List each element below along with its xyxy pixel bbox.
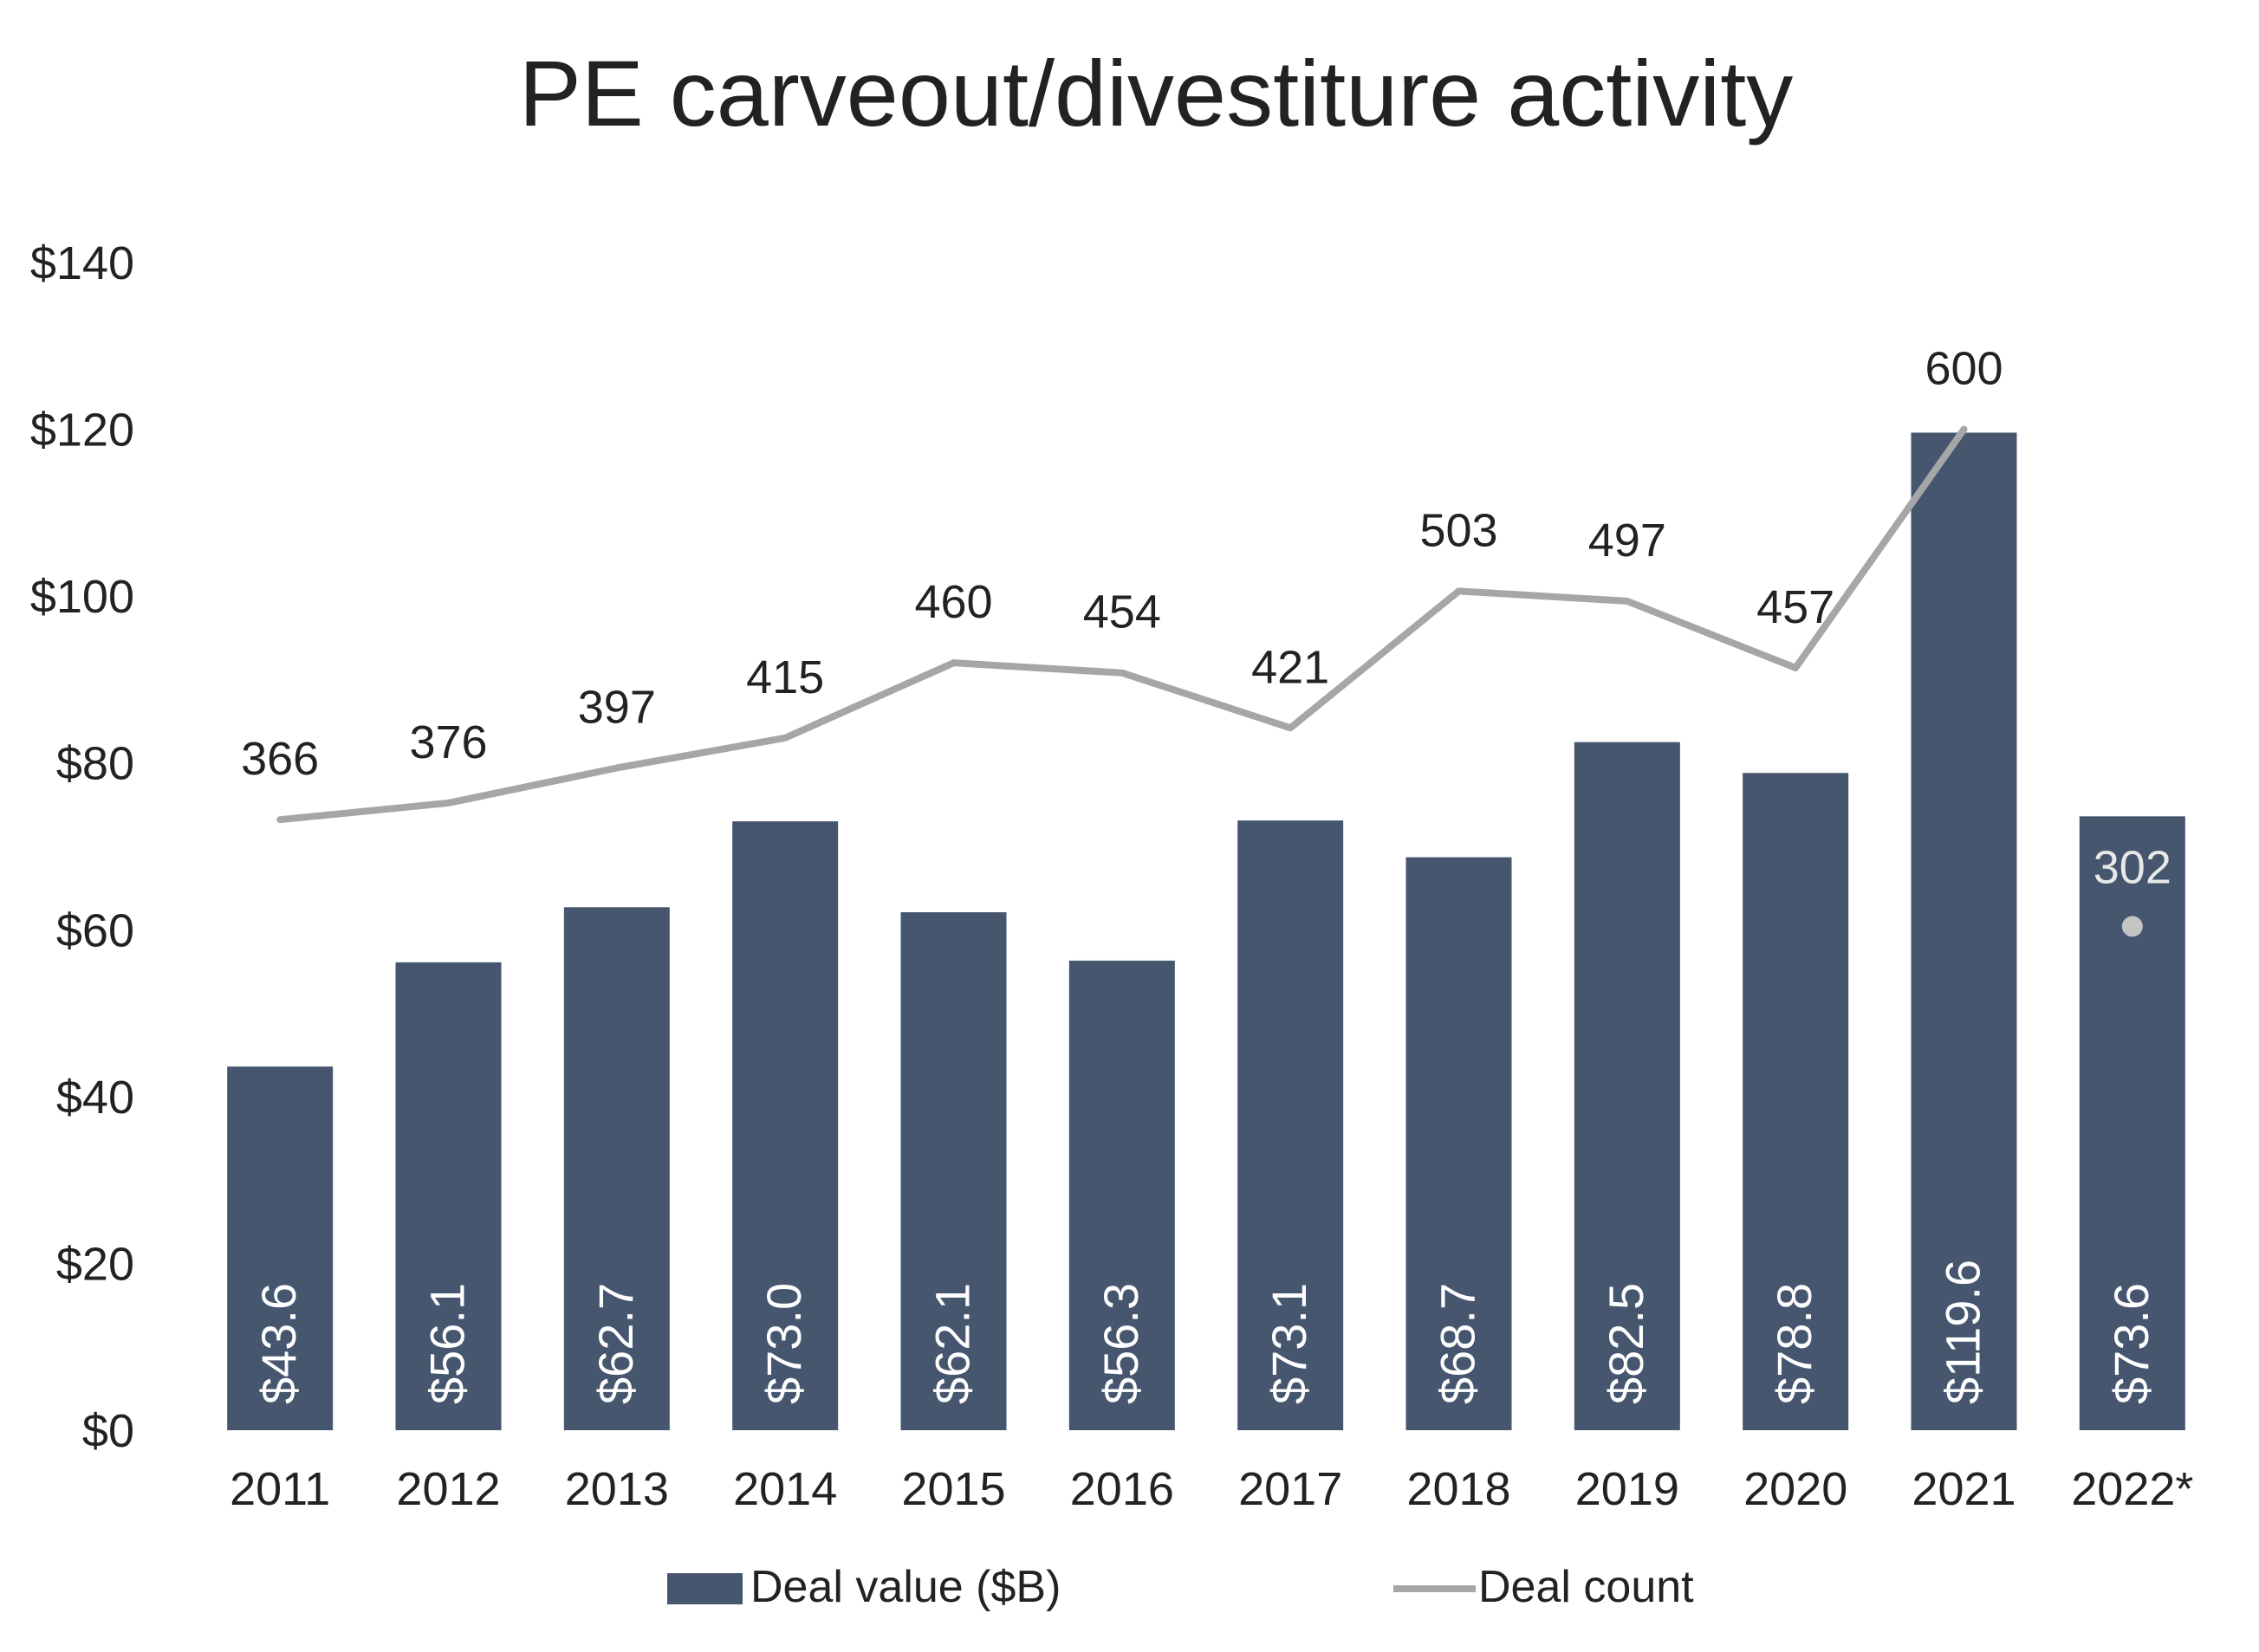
bar-value-label: $56.3 xyxy=(1094,1283,1148,1404)
y-tick-label: $60 xyxy=(56,904,134,956)
x-tick-label: 2013 xyxy=(565,1463,669,1515)
legend: Deal value ($B) Deal count xyxy=(667,1562,1694,1612)
y-axis-tick-labels: $0 $20 $40 $60 $80 $100 $120 $140 xyxy=(30,237,134,1457)
deal-count-label: 302 xyxy=(2093,841,2171,893)
bar-value-label: $43.6 xyxy=(251,1283,306,1404)
bar-value-label: $119.6 xyxy=(1936,1260,1990,1404)
deal-count-line xyxy=(276,425,1968,824)
bar-value-label: $56.1 xyxy=(420,1283,475,1404)
x-tick-label: 2016 xyxy=(1070,1463,1174,1515)
bar xyxy=(563,907,670,1430)
deal-count-label: 600 xyxy=(1925,343,2003,395)
deal-value-labels: $43.6 $56.1 $62.7 $73.0 $62.1 $56.3 $73.1 $68.7… xyxy=(251,1260,2158,1404)
deal-count-label: 366 xyxy=(241,733,319,785)
deal-count-label: 457 xyxy=(1756,581,1834,633)
bar xyxy=(1405,857,1512,1430)
x-tick-label: 2015 xyxy=(901,1463,1005,1515)
bar-value-label: $73.0 xyxy=(756,1283,811,1404)
x-tick-label: 2022* xyxy=(2071,1463,2193,1515)
y-tick-label: $140 xyxy=(30,237,134,289)
y-tick-label: $40 xyxy=(56,1072,134,1124)
deal-value-bars xyxy=(227,432,2185,1430)
deal-count-series: 366 376 397 415 460 454 421 503 497 457 600 302 xyxy=(241,343,2171,937)
bar xyxy=(732,821,839,1430)
bar-value-label: $78.8 xyxy=(1767,1283,1821,1404)
deal-count-label: 460 xyxy=(914,576,992,628)
legend-deal-value-swatch xyxy=(667,1573,743,1604)
bar-value-label: $73.6 xyxy=(2104,1283,2158,1404)
bar xyxy=(227,1066,334,1430)
y-tick-label: $80 xyxy=(56,738,134,790)
deal-count-marker xyxy=(2121,916,2143,937)
bar xyxy=(395,962,502,1430)
deal-count-label: 376 xyxy=(409,716,487,768)
deal-count-label: 421 xyxy=(1251,641,1329,693)
y-tick-label: $20 xyxy=(56,1238,134,1290)
x-tick-label: 2018 xyxy=(1406,1463,1510,1515)
y-tick-label: $100 xyxy=(30,571,134,623)
y-tick-label: $0 xyxy=(82,1405,134,1457)
bar xyxy=(1911,432,2017,1430)
x-tick-label: 2019 xyxy=(1575,1463,1679,1515)
deal-count-label: 397 xyxy=(578,681,656,733)
bar xyxy=(1743,773,1849,1430)
x-tick-label: 2021 xyxy=(1912,1463,2016,1515)
y-tick-label: $120 xyxy=(30,405,134,457)
bar xyxy=(1574,742,1680,1430)
deal-count-label: 454 xyxy=(1083,586,1161,638)
bar xyxy=(1237,820,1344,1430)
x-tick-label: 2011 xyxy=(230,1463,330,1515)
bar-value-label: $73.1 xyxy=(1262,1283,1316,1404)
bar xyxy=(900,912,1007,1430)
deal-count-label: 415 xyxy=(746,651,824,703)
x-tick-label: 2012 xyxy=(396,1463,500,1515)
legend-deal-value-label: Deal value ($B) xyxy=(750,1562,1061,1612)
bar-value-label: $82.5 xyxy=(1599,1283,1653,1404)
bar-value-label: $62.7 xyxy=(588,1283,643,1404)
bar-value-label: $62.1 xyxy=(925,1283,980,1404)
x-axis-tick-labels: 2011 2012 2013 2014 2015 2016 2017 2018 2019 2020… xyxy=(230,1463,2193,1515)
bar-value-label: $68.7 xyxy=(1431,1283,1485,1404)
deal-count-label: 497 xyxy=(1588,515,1666,567)
chart-title: PE carveout/divestiture activity xyxy=(519,41,1794,146)
x-tick-label: 2014 xyxy=(733,1463,837,1515)
x-tick-label: 2017 xyxy=(1238,1463,1342,1515)
legend-deal-count-label: Deal count xyxy=(1478,1562,1694,1612)
deal-count-label: 503 xyxy=(1419,504,1497,556)
x-tick-label: 2020 xyxy=(1743,1463,1847,1515)
bar xyxy=(1068,960,1175,1430)
